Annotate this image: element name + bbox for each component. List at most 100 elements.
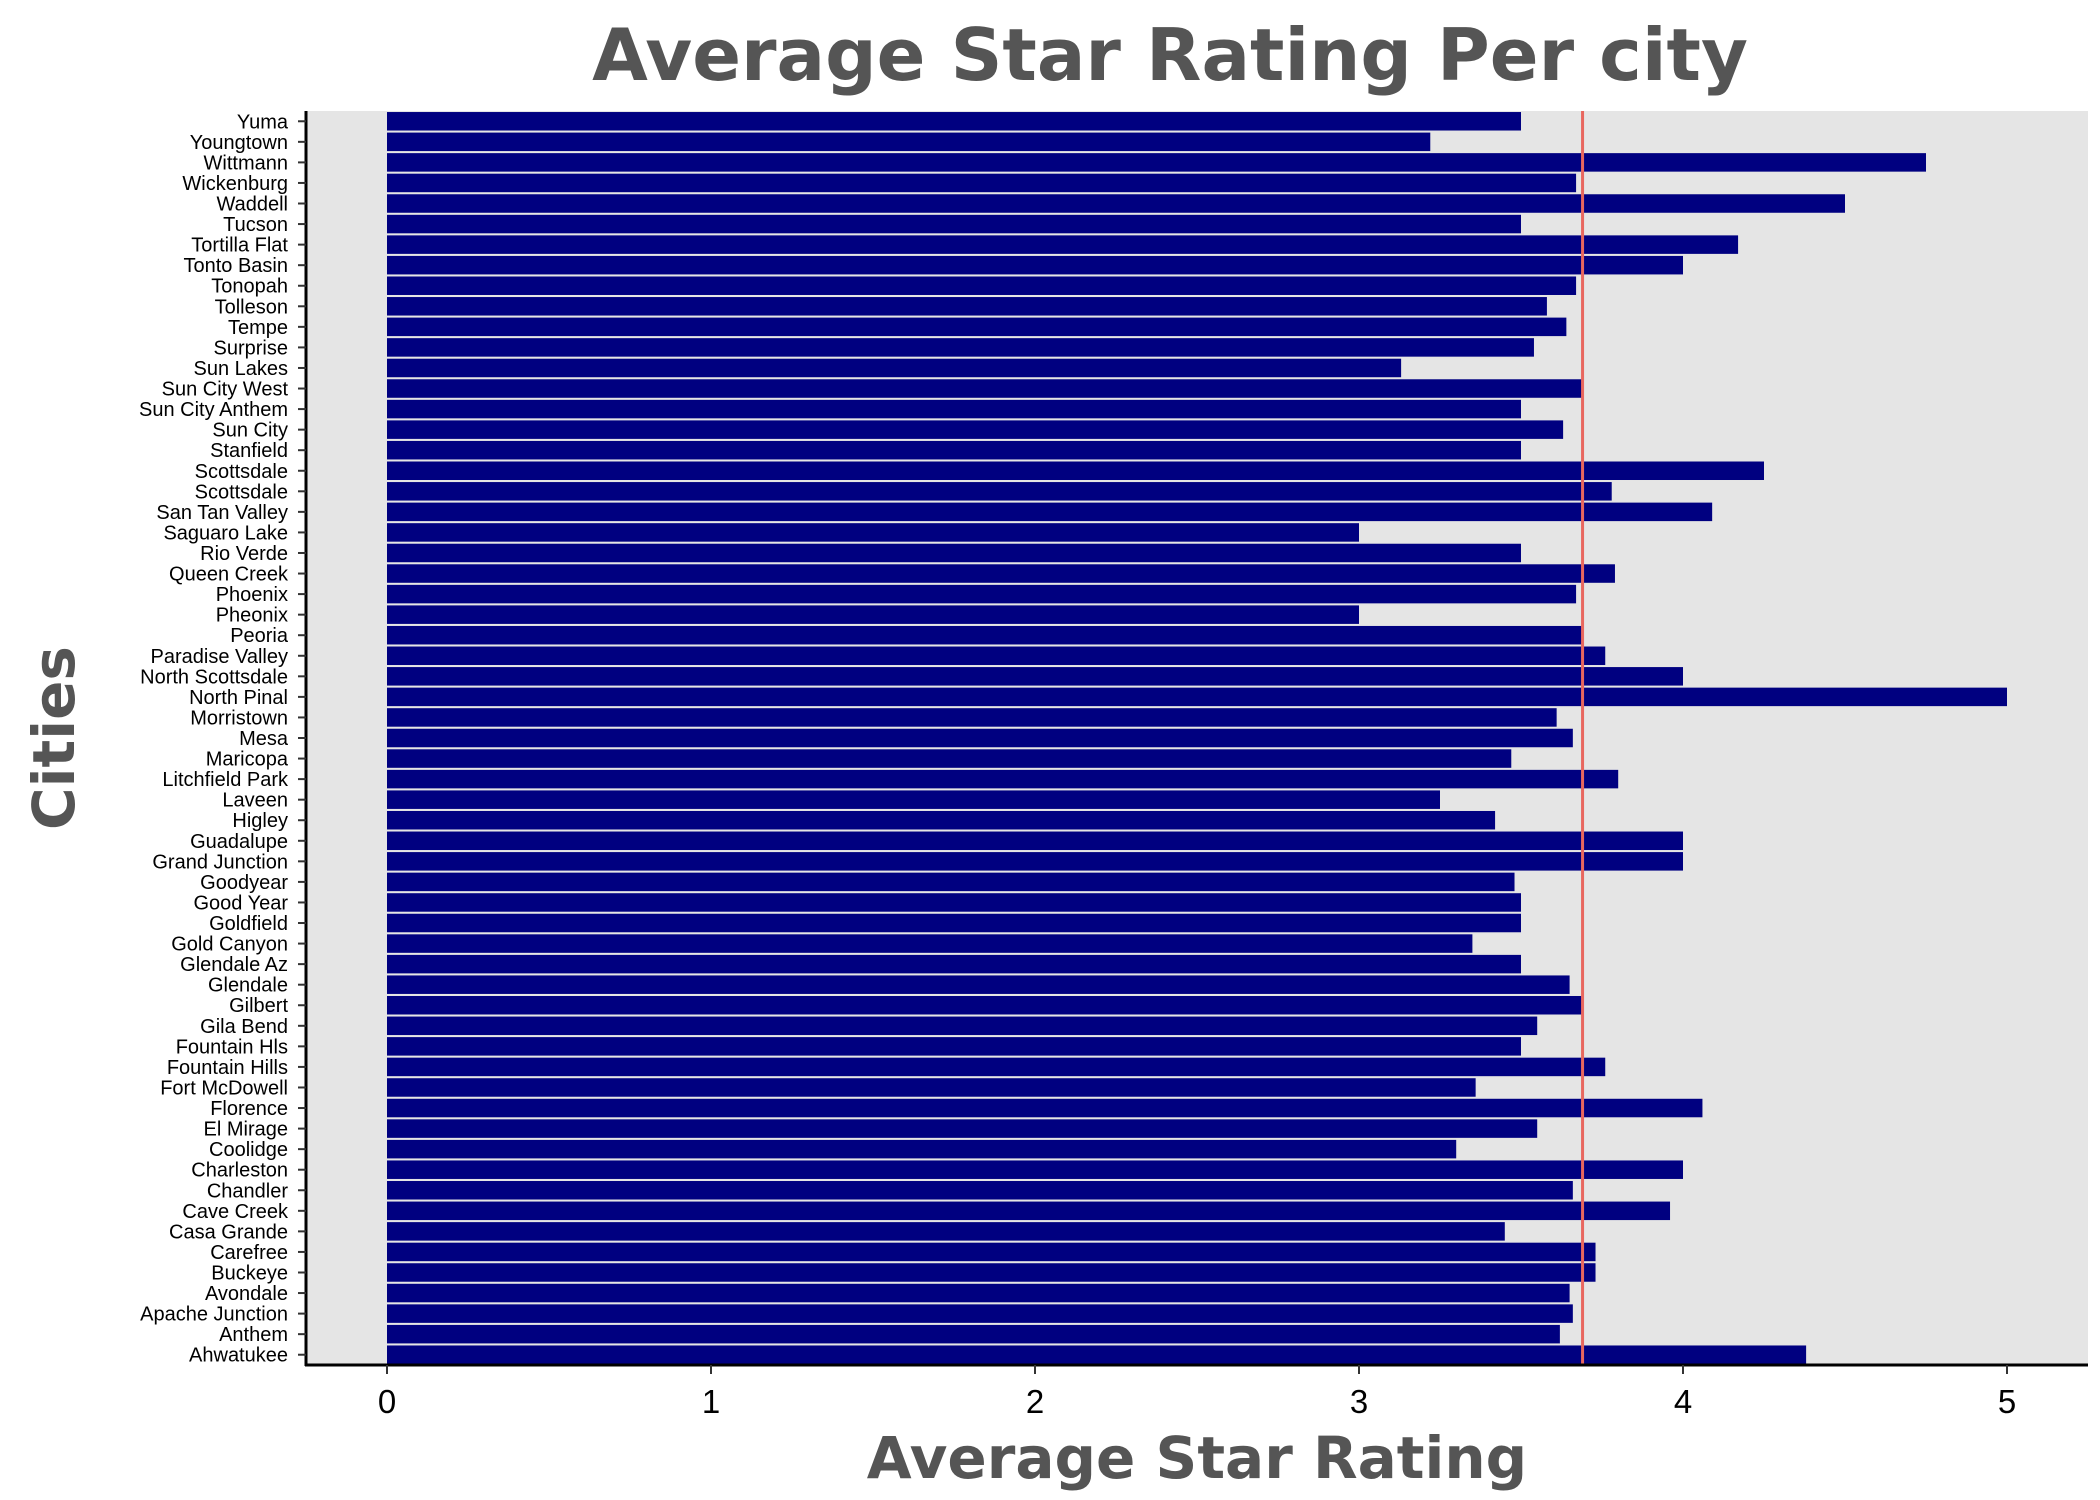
y-tick-label: Scottsdale — [195, 461, 288, 483]
bar-san-tan-valley — [387, 502, 1713, 522]
y-tick-label: Phoenix — [216, 584, 288, 606]
bar-tempe — [387, 317, 1567, 337]
y-tick-label: Fort McDowell — [160, 1077, 288, 1099]
bar-ahwatukee — [387, 1345, 1807, 1364]
y-axis-title: Cities — [20, 646, 88, 830]
y-tick-label: Anthem — [219, 1324, 288, 1346]
bar-surprise — [387, 338, 1534, 357]
y-tick-label: San Tan Valley — [156, 502, 288, 524]
bar-tolleson — [387, 297, 1547, 316]
x-tick-label: 0 — [378, 1383, 396, 1420]
chart-title: Average Star Rating Per city — [592, 13, 1748, 97]
y-tick-label: Buckeye — [211, 1262, 288, 1284]
y-tick-label: Scottsdale — [195, 481, 288, 503]
y-tick-label: Cave Creek — [182, 1201, 289, 1223]
y-tick-label: Tolleson — [215, 296, 288, 318]
y-tick-label: Paradise Valley — [151, 646, 288, 668]
bar-tonopah — [387, 276, 1577, 295]
bar-fountain-hls — [387, 1037, 1521, 1056]
bar-chandler — [387, 1181, 1573, 1200]
bar-tortilla-flat — [387, 235, 1739, 254]
bar-anthem — [387, 1324, 1560, 1344]
bar-maricopa — [387, 749, 1512, 768]
x-tick-label: 2 — [1026, 1383, 1044, 1420]
bar-glendale — [387, 975, 1570, 994]
y-tick-label: Carefree — [210, 1242, 288, 1264]
bar-goodyear — [387, 872, 1515, 892]
bar-buckeye — [387, 1263, 1596, 1282]
x-axis-title: Average Star Rating — [867, 1424, 1527, 1492]
y-tick-label: Casa Grande — [169, 1221, 288, 1243]
bar-saguaro-lake — [387, 523, 1359, 542]
y-tick-label: Surprise — [214, 337, 288, 359]
bar-phoenix — [387, 584, 1577, 604]
bar-waddell — [387, 194, 1845, 213]
y-tick-label: North Pinal — [189, 687, 288, 709]
bar-rio-verde — [387, 543, 1521, 563]
bar-gilbert — [387, 995, 1583, 1015]
bar-scottsdale — [387, 482, 1612, 501]
y-tick-label: Fountain Hills — [167, 1057, 288, 1079]
bar-stanfield — [387, 440, 1521, 460]
y-tick-label: Sun City — [212, 420, 288, 442]
y-tick-label: Queen Creek — [169, 564, 289, 586]
bar-north-scottsdale — [387, 667, 1683, 686]
y-tick-label: Sun City West — [162, 379, 289, 401]
bar-good-year — [387, 893, 1521, 912]
y-tick-label: Sun City Anthem — [139, 399, 288, 421]
y-tick-label: Avondale — [205, 1283, 288, 1305]
y-tick-label: Tortilla Flat — [191, 235, 288, 257]
bar-glendale-az — [387, 954, 1521, 974]
y-tick-label: Stanfield — [210, 440, 288, 462]
y-tick-label: Mesa — [239, 728, 289, 750]
y-tick-label: Sun Lakes — [193, 358, 288, 380]
x-tick-label: 1 — [702, 1383, 720, 1420]
y-tick-label: Glendale — [208, 975, 288, 997]
y-tick-label: Apache Junction — [140, 1304, 288, 1326]
y-tick-label: Tempe — [228, 317, 288, 339]
bar-fountain-hills — [387, 1057, 1606, 1077]
x-tick-label: 3 — [1350, 1383, 1368, 1420]
y-tick-label: Goldfield — [209, 913, 288, 935]
bar-charleston — [387, 1160, 1683, 1179]
y-tick-label: Wickenburg — [182, 173, 288, 195]
bar-apache-junction — [387, 1304, 1573, 1323]
bar-carefree — [387, 1242, 1596, 1262]
bar-morristown — [387, 708, 1557, 727]
bar-cave-creek — [387, 1201, 1671, 1221]
y-tick-label: Tucson — [223, 214, 288, 236]
bar-grand-junction — [387, 852, 1683, 871]
y-tick-label: Gilbert — [229, 995, 288, 1017]
y-tick-label: Litchfield Park — [162, 769, 289, 791]
bar-goldfield — [387, 913, 1521, 933]
y-tick-label: Tonopah — [211, 276, 288, 298]
bar-laveen — [387, 790, 1440, 809]
y-tick-label: Florence — [210, 1098, 288, 1120]
y-tick-label: Tonto Basin — [183, 255, 288, 277]
y-tick-label: Gold Canyon — [171, 934, 288, 956]
y-tick-label: North Scottsdale — [140, 666, 288, 688]
bar-casa-grande — [387, 1222, 1505, 1241]
bar-yuma — [387, 112, 1521, 131]
bar-gila-bend — [387, 1016, 1538, 1036]
y-tick-label: Wittmann — [204, 152, 288, 174]
y-tick-label: Maricopa — [206, 749, 289, 771]
y-tick-label: Youngtown — [190, 132, 288, 154]
y-tick-label: Grand Junction — [152, 851, 288, 873]
y-tick-label: Good Year — [193, 892, 288, 914]
bar-scottsdale — [387, 461, 1764, 481]
bar-youngtown — [387, 132, 1431, 152]
x-tick-label: 4 — [1674, 1383, 1692, 1420]
bar-paradise-valley — [387, 646, 1606, 666]
y-tick-label: Waddell — [216, 194, 288, 216]
bar-sun-city-anthem — [387, 399, 1521, 419]
y-tick-label: Saguaro Lake — [163, 522, 288, 544]
y-tick-label: Guadalupe — [190, 831, 288, 853]
bar-mesa — [387, 728, 1573, 748]
y-tick-label: Laveen — [222, 790, 288, 812]
bar-north-pinal — [387, 687, 2007, 707]
bar-el-mirage — [387, 1119, 1538, 1138]
bar-coolidge — [387, 1139, 1457, 1159]
